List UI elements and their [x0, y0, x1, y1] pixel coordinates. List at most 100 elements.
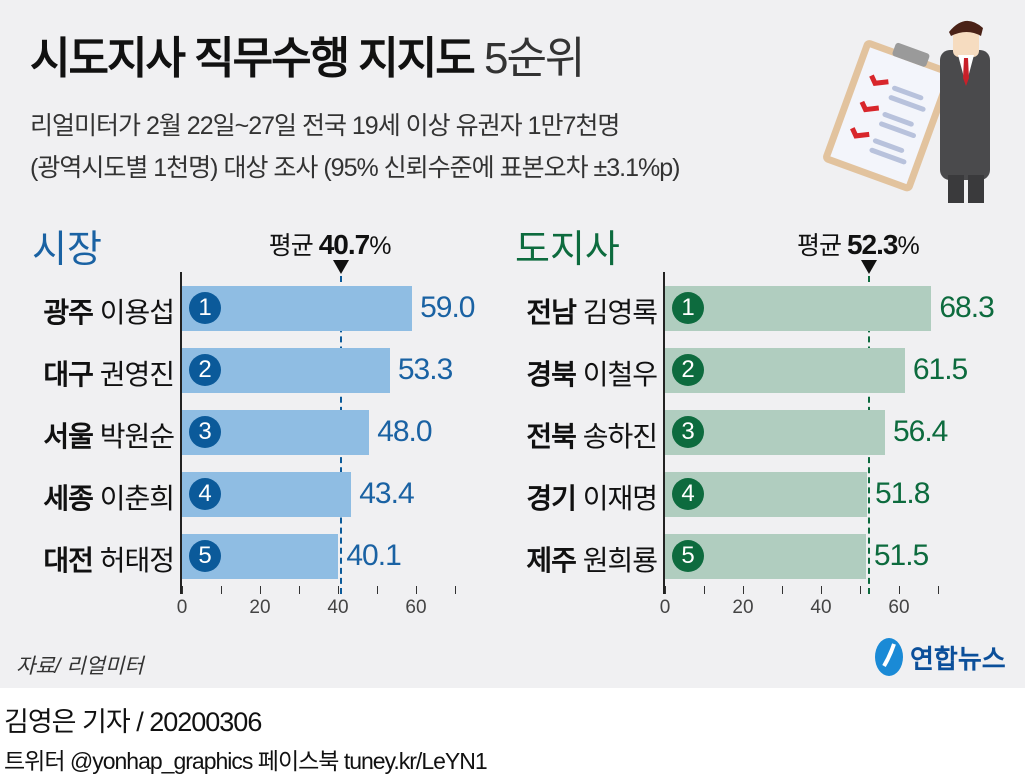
- value-label: 48.0: [377, 415, 432, 448]
- value-label: 68.3: [939, 291, 994, 324]
- person-name: 송하진: [582, 421, 658, 452]
- person-name: 이재명: [582, 483, 658, 514]
- average-value: 52.3: [846, 229, 898, 260]
- region-name: 경북: [526, 359, 577, 390]
- row-label: 전남 김영록: [507, 291, 658, 331]
- page-title: 시도지사 직무수행 지지도 5순위: [30, 34, 585, 83]
- average-value: 40.7: [318, 229, 370, 260]
- subtitle-line-1: 리얼미터가 2월 22일~27일 전국 19세 이상 유권자 1만7천명: [30, 112, 620, 140]
- x-tick: [899, 586, 900, 594]
- x-tick: [455, 586, 456, 594]
- region-name: 제주: [526, 545, 577, 576]
- average-word: 평균: [796, 232, 842, 260]
- person-name: 박원순: [99, 421, 175, 452]
- rank-badge: 5: [672, 540, 704, 572]
- row-label: 제주 원희룡: [507, 539, 658, 579]
- region-name: 대전: [43, 545, 94, 576]
- average-marker-icon: [860, 260, 877, 274]
- row-label: 세종 이춘희: [24, 477, 175, 517]
- x-tick: [416, 586, 417, 594]
- value-label: 56.4: [892, 415, 948, 448]
- section-title: 시장: [32, 229, 102, 271]
- byline: 김영은 기자 / 20200306: [4, 707, 262, 737]
- person-name: 김영록: [582, 297, 658, 328]
- average-label: 평균 52.3%: [796, 226, 920, 262]
- rank-badge: 3: [189, 416, 221, 448]
- x-tick-label: 40: [810, 597, 832, 618]
- value-label: 51.8: [875, 477, 930, 510]
- x-tick: [704, 586, 705, 594]
- average-unit: %: [897, 232, 919, 260]
- person-name: 이춘희: [99, 483, 175, 514]
- row-label: 대전 허태정: [24, 539, 175, 579]
- logo-text: 연합뉴스: [910, 643, 1006, 674]
- value-label: 51.5: [873, 539, 929, 572]
- rank-badge: 2: [189, 354, 221, 386]
- y-axis-line: [663, 272, 665, 594]
- social-links: 트위터 @yonhap_graphics 페이스북 tuney.kr/LeYN1: [4, 748, 488, 774]
- average-marker-icon: [332, 260, 349, 274]
- x-tick: [338, 586, 339, 594]
- x-tick: [299, 586, 300, 594]
- person-name: 허태정: [99, 545, 175, 576]
- yonhap-logo: 연합뉴스: [872, 636, 1006, 678]
- rank-badge: 2: [672, 354, 704, 386]
- yonhap-logo-icon: [875, 638, 903, 676]
- rank-badge: 3: [672, 416, 704, 448]
- x-tick: [821, 586, 822, 594]
- x-tick: [377, 586, 378, 594]
- rank-badge: 5: [189, 540, 221, 572]
- x-tick-label: 40: [327, 597, 349, 618]
- person-name: 이용섭: [99, 297, 175, 328]
- x-tick-label: 0: [176, 597, 188, 618]
- x-tick: [665, 586, 666, 594]
- bar: [665, 286, 932, 331]
- row-label: 전북 송하진: [507, 415, 658, 455]
- person-name: 권영진: [99, 359, 175, 390]
- row-label: 경기 이재명: [507, 477, 658, 517]
- section-title: 도지사: [515, 229, 620, 271]
- x-tick: [182, 586, 183, 594]
- row-label: 서울 박원순: [24, 415, 175, 455]
- rank-badge: 1: [189, 292, 221, 324]
- x-tick-label: 20: [732, 597, 754, 618]
- person-name: 이철우: [582, 359, 658, 390]
- average-unit: %: [369, 232, 391, 260]
- region-name: 세종: [43, 483, 94, 514]
- row-label: 대구 권영진: [24, 353, 175, 393]
- rank-badge: 1: [672, 292, 704, 324]
- x-tick-label: 20: [249, 597, 271, 618]
- region-name: 대구: [43, 359, 94, 390]
- source-note: 자료/ 리얼미터: [16, 655, 144, 678]
- x-tick: [860, 586, 861, 594]
- x-tick: [782, 586, 783, 594]
- value-label: 59.0: [420, 291, 475, 324]
- average-label: 평균 40.7%: [268, 226, 392, 262]
- x-tick: [938, 586, 939, 594]
- row-label: 경북 이철우: [507, 353, 658, 393]
- value-label: 43.4: [359, 477, 414, 510]
- value-label: 40.1: [346, 539, 401, 572]
- value-label: 61.5: [912, 353, 968, 386]
- y-axis-line: [180, 272, 182, 594]
- x-tick: [743, 586, 744, 594]
- x-tick: [221, 586, 222, 594]
- region-name: 전북: [526, 421, 577, 452]
- region-name: 광주: [43, 297, 94, 328]
- x-tick: [260, 586, 261, 594]
- x-tick-label: 0: [659, 597, 671, 618]
- subtitle-line-2: (광역시도별 1천명) 대상 조사 (95% 신뢰수준에 표본오차 ±3.1%p…: [30, 154, 680, 182]
- value-label: 53.3: [397, 353, 453, 386]
- rank-badge: 4: [189, 478, 221, 510]
- row-label: 광주 이용섭: [24, 291, 175, 331]
- businessman-clipboard-illustration: [823, 20, 990, 203]
- region-name: 전남: [526, 297, 577, 328]
- average-word: 평균: [268, 232, 314, 260]
- bar: [665, 348, 905, 393]
- x-tick-label: 60: [405, 597, 427, 618]
- region-name: 서울: [43, 421, 94, 452]
- rank-badge: 4: [672, 478, 704, 510]
- x-tick-label: 60: [888, 597, 910, 618]
- person-name: 원희룡: [582, 545, 658, 576]
- region-name: 경기: [526, 483, 577, 514]
